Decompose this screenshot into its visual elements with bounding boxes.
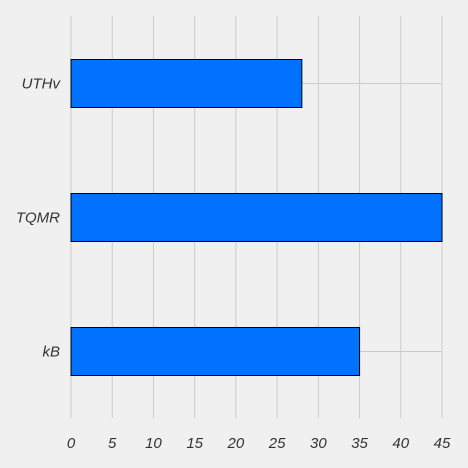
- bar-TQMR: [70, 193, 443, 242]
- x-tick-label: 45: [434, 435, 451, 452]
- x-tick-label: 15: [186, 435, 203, 452]
- x-tick-label: 25: [268, 435, 286, 452]
- x-tick-labels: 0 5 10 15 20 25 30 35 40 45: [67, 435, 451, 452]
- x-tick-label: 10: [145, 435, 162, 452]
- category-label-UTHv: UTHv: [22, 76, 62, 93]
- x-tick-label: 5: [108, 435, 117, 452]
- bar-UTHv: [70, 59, 303, 108]
- x-tick-label: 20: [227, 435, 245, 452]
- category-label-kB: kB: [42, 344, 60, 361]
- category-labels: UTHv TQMR kB: [16, 76, 62, 361]
- x-tick-label: 40: [392, 435, 409, 452]
- x-tick-label: 0: [67, 435, 76, 452]
- bars: [70, 59, 443, 376]
- x-tick-label: 35: [351, 435, 368, 452]
- bar-kB: [70, 327, 361, 376]
- x-tick-label: 30: [310, 435, 327, 452]
- category-label-TQMR: TQMR: [16, 210, 60, 227]
